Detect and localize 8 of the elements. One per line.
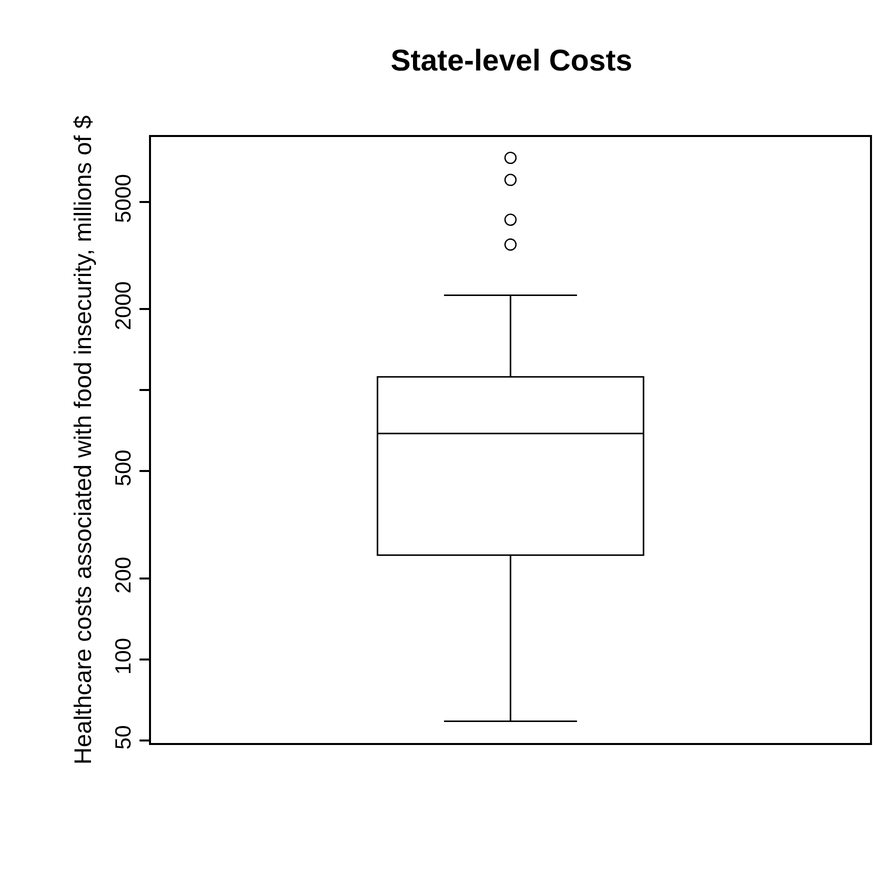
y-tick-label: 200 <box>110 556 136 594</box>
y-tick-label: 50 <box>110 725 136 750</box>
y-tick-label: 5000 <box>110 174 136 223</box>
y-tick-label: 2000 <box>110 281 136 330</box>
y-tick-label: 100 <box>110 638 136 675</box>
chart-title: State-level Costs <box>390 44 632 78</box>
y-tick-label: 500 <box>110 450 136 486</box>
y-axis-title: Healthcare costs associated with food insecurity, millions of $ <box>70 115 98 765</box>
